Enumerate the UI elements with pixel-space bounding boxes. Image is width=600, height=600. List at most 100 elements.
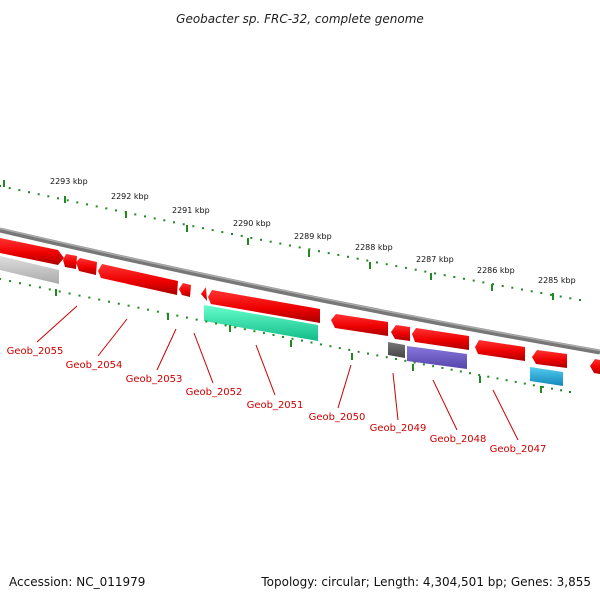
ruler-dot <box>156 310 159 313</box>
gene-arrow[interactable] <box>331 314 388 336</box>
locus-label[interactable]: Geob_2050 <box>309 412 366 423</box>
ruler-dot <box>173 221 175 224</box>
map-title: Geobacter sp. FRC-32, complete genome <box>176 12 424 26</box>
gene-arrow[interactable] <box>391 325 410 341</box>
ruler-dot <box>115 209 117 212</box>
lower-ruler <box>0 278 571 393</box>
locus-label[interactable]: Geob_2048 <box>430 434 487 445</box>
ruler-dot <box>78 294 81 297</box>
ruler-dot <box>347 255 349 258</box>
ruler-dot <box>47 195 50 198</box>
ruler-label: 2286 kbp <box>477 266 515 275</box>
ruler-dot <box>8 187 11 190</box>
ruler-dot <box>579 299 581 301</box>
ruler-dot <box>202 227 204 230</box>
ruler-dot <box>253 330 256 333</box>
gene-block[interactable] <box>530 367 563 386</box>
ruler-dot <box>58 290 61 293</box>
ruler-labels: 2293 kbp 2292 kbp 2291 kbp 2290 kbp 2289… <box>50 177 576 285</box>
gene-arrow[interactable] <box>0 238 64 265</box>
ruler-dot <box>395 358 397 360</box>
gene-arrow[interactable] <box>98 264 178 295</box>
gene-arrow[interactable] <box>76 258 97 275</box>
ruler-dot <box>541 386 544 388</box>
gene-arrow[interactable] <box>63 254 77 269</box>
ruler-dot <box>291 337 294 340</box>
ruler-dot <box>127 304 130 307</box>
ruler-dot <box>37 193 40 196</box>
locus-label[interactable]: Geob_2055 <box>7 346 64 357</box>
ruler-dot <box>38 286 41 289</box>
ruler-dot <box>0 278 1 280</box>
ruler-dot <box>186 316 188 319</box>
gene-block[interactable] <box>407 346 467 369</box>
ruler-dot <box>405 266 407 269</box>
ruler-dot <box>422 363 425 366</box>
ruler-dot <box>269 240 272 243</box>
locus-label[interactable]: Geob_2052 <box>186 387 243 398</box>
ruler-dot <box>505 379 508 382</box>
ruler-dot <box>329 345 332 348</box>
ruler-dot <box>250 236 253 239</box>
locus-label[interactable]: Geob_2051 <box>247 400 304 411</box>
ruler-dot <box>298 246 301 249</box>
ruler-dot <box>424 270 427 273</box>
gene-arrow[interactable] <box>532 350 567 368</box>
ruler-dot <box>459 370 462 373</box>
ruler-label: 2289 kbp <box>294 232 332 241</box>
gene-arrow[interactable] <box>201 287 207 301</box>
ruler-dot <box>98 298 101 301</box>
ruler-label: 2293 kbp <box>50 177 88 186</box>
ruler-dot <box>260 238 262 241</box>
ruler-dot <box>279 242 282 245</box>
ruler-dot <box>282 335 284 338</box>
gene-arrow[interactable] <box>590 359 600 374</box>
gene-block[interactable] <box>0 256 59 284</box>
ruler-dot <box>243 328 246 331</box>
ruler-label: 2285 kbp <box>538 276 576 285</box>
ruler-dot <box>205 320 208 323</box>
ruler-dot <box>551 387 553 390</box>
locus-label[interactable]: Geob_2047 <box>490 444 547 455</box>
ruler-dot <box>240 234 243 237</box>
gene-arrow[interactable] <box>412 328 469 350</box>
ruler-dot <box>117 302 120 305</box>
ruler-dot <box>272 334 275 336</box>
ruler-dot <box>404 359 407 362</box>
ruler-dot <box>86 203 88 206</box>
ruler-dot <box>530 290 533 293</box>
gene-arrow[interactable] <box>179 283 191 297</box>
ruler-dot <box>28 284 31 287</box>
ruler-label: 2288 kbp <box>355 243 393 252</box>
ruler-dot <box>318 250 320 253</box>
ruler-dot <box>450 368 453 371</box>
rna-gene-block[interactable] <box>204 305 318 341</box>
ruler-dot <box>376 261 378 264</box>
gene-arrow[interactable] <box>208 290 320 323</box>
ruler-dot <box>144 215 146 218</box>
ruler-dot <box>463 277 465 280</box>
upper-ruler <box>0 180 581 301</box>
leader-lines <box>36 305 519 441</box>
ruler-dot <box>357 350 360 353</box>
locus-label[interactable]: Geob_2049 <box>370 423 427 434</box>
ruler-dot <box>124 211 127 214</box>
gene-arrow[interactable] <box>475 340 525 361</box>
ruler-dot <box>9 280 11 283</box>
ruler-dot <box>211 229 214 232</box>
ruler-dot <box>521 288 523 291</box>
ruler-dot <box>95 205 98 208</box>
locus-label[interactable]: Geob_2053 <box>126 374 183 385</box>
ruler-dot <box>108 300 110 303</box>
locus-labels: Geob_2055 Geob_2054 Geob_2053 Geob_2052 … <box>7 346 547 455</box>
ruler-dot <box>385 356 388 359</box>
ruler-dot <box>221 231 224 234</box>
ruler-dot <box>137 306 140 309</box>
ruler-dot <box>147 308 150 311</box>
ruler-dot <box>231 233 233 235</box>
ruler-dot <box>0 185 1 187</box>
ruler-dot <box>367 352 369 355</box>
locus-label[interactable]: Geob_2054 <box>66 360 123 371</box>
gene-block[interactable] <box>388 342 405 358</box>
